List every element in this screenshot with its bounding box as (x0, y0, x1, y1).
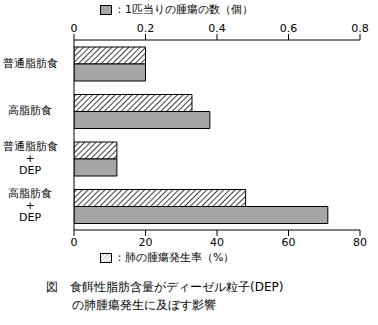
svg-text:0: 0 (71, 236, 78, 249)
svg-text:高脂肪食: 高脂肪食 (8, 104, 52, 117)
svg-text:0.8: 0.8 (351, 22, 369, 35)
svg-text:0.6: 0.6 (280, 22, 298, 35)
svg-text:高脂肪食+DEP: 高脂肪食+DEP (8, 187, 52, 224)
html-text:の肺腫瘍発生に及ぼす影響: の肺腫瘍発生に及ぼす影響 (72, 298, 216, 312)
html-text:：肺の腫瘍発生率（%）: ：肺の腫瘍発生率（%） (114, 251, 235, 264)
svg-text:0: 0 (71, 22, 78, 35)
html-text:：1匹当りの腫瘍の数（個）: ：1匹当りの腫瘍の数（個） (114, 3, 253, 16)
svg-text:20: 20 (139, 236, 153, 249)
svg-text:60: 60 (282, 236, 296, 249)
svg-text:0.4: 0.4 (208, 22, 226, 35)
svg-text:普通脂肪食: 普通脂肪食 (8, 57, 58, 70)
svg-text:80: 80 (353, 236, 367, 249)
svg-text:普通脂肪食+DEP: 普通脂肪食+DEP (8, 140, 58, 177)
svg-text:40: 40 (210, 236, 224, 249)
svg-text:0.2: 0.2 (137, 22, 155, 35)
html-text:図 食餌性脂肪含量がディーゼル粒子(DEP): 図 食餌性脂肪含量がディーゼル粒子(DEP) (46, 280, 284, 294)
